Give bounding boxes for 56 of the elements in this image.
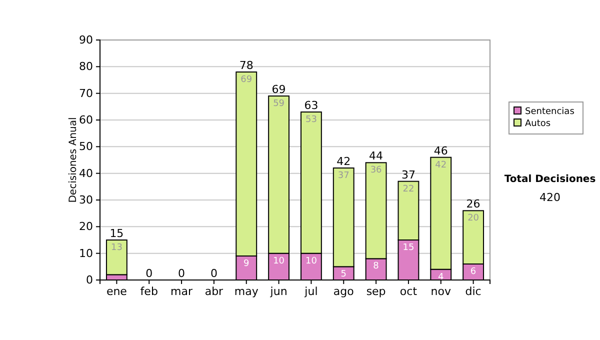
x-tick-label: nov [430,284,452,298]
legend-label: Sentencias [525,107,575,117]
y-tick-label: 60 [79,114,93,127]
x-tick-label: mar [170,284,193,298]
data-label: 13 [110,243,122,253]
data-label: 42 [435,160,447,170]
y-tick-label: 10 [79,246,93,260]
x-tick-label: jul [304,284,318,298]
x-tick-label: dic [465,284,482,298]
data-label: 69 [240,75,252,85]
text: 420 [540,191,560,204]
total-label: 42 [336,155,351,168]
x-tick-label: ene [106,284,128,298]
text: Total Decisiones [504,174,596,185]
x-tick-label: ago [333,284,354,298]
y-tick-label: 90 [79,34,93,47]
data-label: 53 [305,115,317,125]
data-label: 15 [402,243,414,253]
total-label: 15 [110,227,124,240]
total-label: 63 [304,99,318,112]
legend-label: Autos [525,119,551,129]
total-label: 0 [178,267,186,280]
x-tick-label: oct [400,284,418,298]
y-tick-label: 80 [79,60,93,74]
x-tick-label: abr [204,284,224,298]
data-label: 36 [370,166,382,176]
y-tick-label: 30 [79,194,93,207]
total-label: 69 [272,83,286,96]
data-label: 8 [373,262,380,272]
data-label: 9 [244,259,250,269]
total-label: 44 [369,150,384,163]
data-label: 20 [468,214,480,224]
total-label: 26 [466,198,480,211]
y-axis-title: Decisiones Anual [68,117,79,203]
data-label: 59 [273,99,285,109]
y-tick-label: 70 [79,86,93,100]
total-label: 78 [239,59,254,72]
total-label: 0 [210,267,218,280]
y-tick-label: 20 [79,220,93,234]
data-label: 37 [338,171,350,181]
data-label: 5 [340,270,346,280]
data-label: 4 [438,272,444,282]
total-label: 37 [401,168,416,182]
data-label: 6 [470,267,476,277]
y-tick-label: 0 [86,274,93,287]
total-label: 46 [434,144,448,158]
x-tick-label: feb [140,284,158,298]
data-label: 22 [402,184,414,194]
x-tick-label: sep [366,284,386,298]
data-label: 10 [273,256,285,266]
x-tick-label: may [234,284,259,298]
y-tick-label: 40 [79,166,93,180]
data-label: 10 [305,256,318,266]
y-tick-label: 50 [79,140,93,154]
x-tick-label: jun [269,284,288,298]
total-label: 0 [146,267,153,280]
